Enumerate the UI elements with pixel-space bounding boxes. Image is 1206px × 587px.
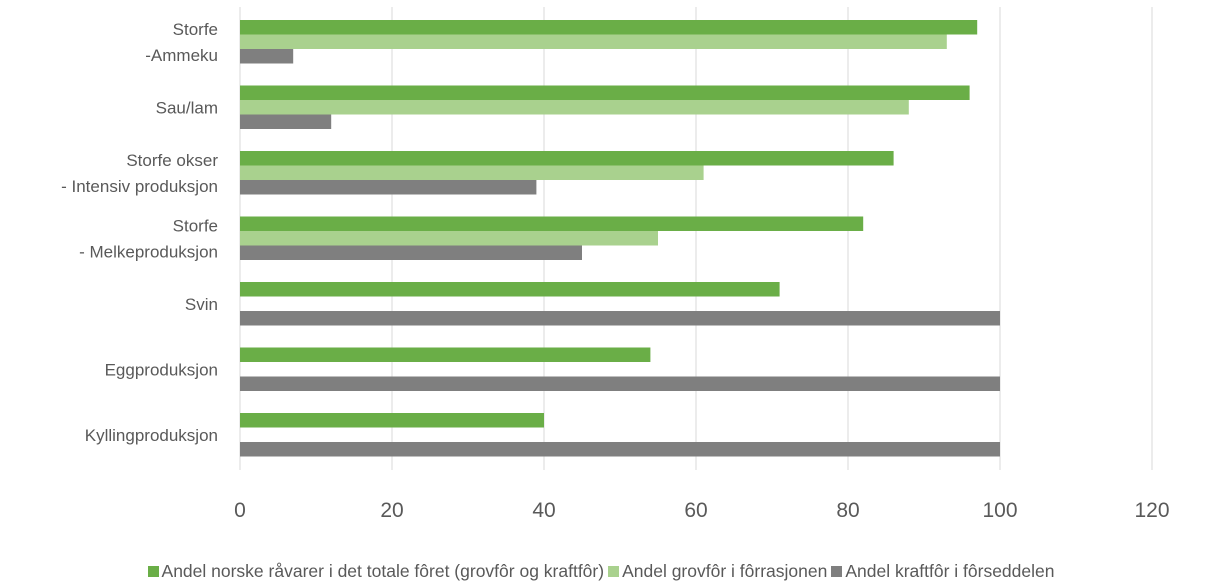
category-label: Sau/lam <box>156 98 218 117</box>
bar <box>240 442 1000 457</box>
bar <box>240 180 537 195</box>
bar-chart: Storfe -Ammeku Sau/lam Storfe okser - Intens… <box>61 7 1170 522</box>
category-label: Eggproduksjon <box>105 360 218 379</box>
legend-swatch <box>831 566 843 577</box>
category-label: Storfe <box>173 216 218 235</box>
x-tick-label: 40 <box>532 499 555 522</box>
category-label: Svin <box>185 295 218 314</box>
category-label: - Intensiv produksjon <box>61 177 218 196</box>
bar <box>240 216 864 231</box>
bar <box>240 376 1000 391</box>
category-label: -Ammeku <box>145 46 218 65</box>
legend-label: Andel kraftfôr i fôrseddelen <box>845 561 1055 581</box>
x-tick-label: 100 <box>982 499 1017 522</box>
bar <box>240 311 1000 326</box>
bar <box>240 165 704 180</box>
category-label: Kyllingproduksjon <box>85 426 218 445</box>
x-tick-labels: 0 20 40 60 80 100 120 <box>234 499 1169 522</box>
bar <box>240 282 780 297</box>
bar <box>240 34 947 49</box>
bar <box>240 85 970 100</box>
legend: Andel norske råvarer i det totale fôret … <box>0 561 1206 582</box>
bar <box>240 114 332 129</box>
legend-label: Andel norske råvarer i det totale fôret … <box>161 561 605 581</box>
x-tick-label: 0 <box>234 499 246 522</box>
bar <box>240 245 582 260</box>
legend-swatch <box>147 566 159 577</box>
bars <box>240 20 1000 457</box>
bar <box>240 231 658 246</box>
x-tick-label: 60 <box>684 499 707 522</box>
category-label: - Melkeproduksjon <box>79 242 218 261</box>
bar <box>240 347 651 362</box>
x-tick-label: 80 <box>836 499 859 522</box>
legend-item: Andel norske råvarer i det totale fôret … <box>147 561 605 582</box>
bar <box>240 151 894 166</box>
bar <box>240 100 909 115</box>
legend-label: Andel grovfôr i fôrrasjonen <box>622 561 828 581</box>
x-tick-label: 20 <box>380 499 403 522</box>
legend-swatch <box>608 566 620 577</box>
category-label: Storfe okser <box>126 151 218 170</box>
category-label: Storfe <box>173 20 218 39</box>
legend-item: Andel kraftfôr i fôrseddelen <box>831 561 1054 582</box>
x-tick-label: 120 <box>1134 499 1169 522</box>
category-labels: Storfe -Ammeku Sau/lam Storfe okser - Intens… <box>61 20 218 445</box>
bar <box>240 49 294 64</box>
legend-item: Andel grovfôr i fôrrasjonen <box>608 561 827 582</box>
bar <box>240 413 544 428</box>
bar <box>240 20 978 35</box>
